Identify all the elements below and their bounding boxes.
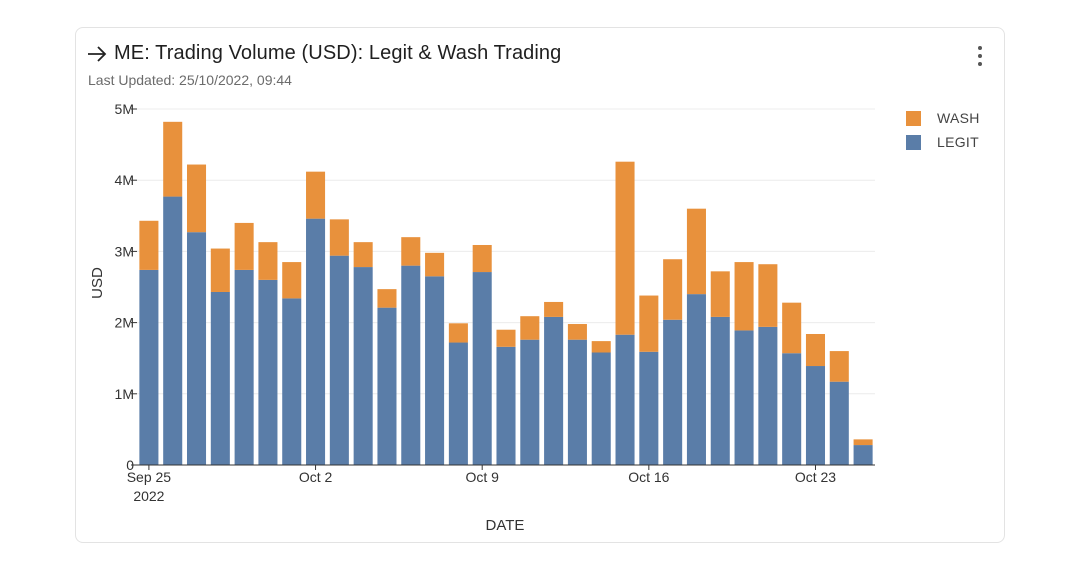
bar-legit[interactable] (425, 276, 445, 465)
bar-legit[interactable] (567, 339, 587, 465)
bar-legit[interactable] (234, 269, 254, 465)
legend-swatch-wash (906, 110, 921, 126)
bar-legit[interactable] (639, 351, 659, 465)
legend-label-legit: LEGIT (937, 134, 979, 150)
bar-legit[interactable] (544, 316, 564, 465)
bar-wash[interactable] (615, 161, 635, 335)
x-tick-label: Oct 9 (465, 469, 499, 485)
bar-wash[interactable] (520, 316, 540, 340)
y-axis-label: USD (89, 267, 106, 299)
bar-legit[interactable] (758, 326, 778, 465)
bar-legit[interactable] (496, 346, 516, 465)
bar-wash[interactable] (782, 302, 802, 354)
y-tick-label: 4M (115, 172, 134, 188)
bar-wash[interactable] (686, 208, 706, 295)
bar-wash[interactable] (734, 262, 754, 331)
bar-wash[interactable] (472, 244, 492, 273)
bar-wash[interactable] (258, 242, 278, 280)
y-tick-label: 3M (115, 243, 134, 259)
bar-wash[interactable] (496, 329, 516, 347)
x-tick-label: Oct 16 (628, 469, 669, 485)
bar-wash[interactable] (234, 222, 254, 270)
bar-legit[interactable] (139, 269, 159, 465)
x-tick-label: Oct 2 (299, 469, 333, 485)
y-tick-label: 5M (115, 101, 134, 117)
card-header: ME: Trading Volume (USD): Legit & Wash T… (86, 42, 561, 65)
bar-wash[interactable] (567, 324, 587, 340)
bar-wash[interactable] (425, 252, 445, 277)
bar-legit[interactable] (163, 196, 183, 466)
bar-legit[interactable] (591, 352, 611, 465)
bar-legit[interactable] (782, 353, 802, 465)
x-tick-label: Oct 23 (795, 469, 836, 485)
bar-wash[interactable] (805, 333, 826, 367)
bar-legit[interactable] (210, 291, 230, 465)
last-updated-text: Last Updated: 25/10/2022, 09:44 (88, 72, 292, 88)
bar-wash[interactable] (591, 341, 611, 353)
bar-wash[interactable] (853, 439, 873, 446)
bar-legit[interactable] (734, 330, 754, 465)
bar-legit[interactable] (615, 334, 635, 465)
bar-legit[interactable] (520, 339, 540, 465)
x-tick-sublabel: 2022 (133, 488, 164, 504)
bar-legit[interactable] (663, 319, 683, 465)
axes: 0 1M 2M 3M 4M 5M Sep 25 2022 Oct 2 Oct 9 Oct 16 Oct… (115, 101, 875, 504)
bar-wash[interactable] (306, 171, 326, 219)
bar-legit[interactable] (805, 366, 826, 465)
bar-legit[interactable] (472, 272, 492, 465)
bar-legit[interactable] (401, 265, 421, 465)
bar-wash[interactable] (544, 301, 564, 317)
bar-legit[interactable] (853, 445, 873, 465)
bar-legit[interactable] (829, 381, 849, 465)
bar-wash[interactable] (329, 219, 349, 256)
bar-wash[interactable] (710, 271, 730, 317)
bar-legit[interactable] (186, 232, 207, 465)
bar-wash[interactable] (829, 351, 849, 382)
x-axis-label: DATE (486, 517, 525, 534)
y-tick-label: 1M (115, 386, 134, 402)
bar-wash[interactable] (663, 259, 683, 320)
bars (139, 121, 873, 466)
bar-wash[interactable] (377, 289, 397, 308)
stacked-bar-chart: 0 1M 2M 3M 4M 5M Sep 25 2022 Oct 2 Oct 9 Oct 16 Oct… (89, 101, 875, 534)
y-tick-label: 2M (115, 315, 134, 331)
bar-legit[interactable] (686, 294, 706, 465)
bar-legit[interactable] (258, 279, 278, 465)
bar-wash[interactable] (186, 164, 207, 233)
bar-legit[interactable] (282, 298, 302, 465)
bar-wash[interactable] (401, 237, 421, 266)
chart-card: ME: Trading Volume (USD): Legit & Wash T… (75, 27, 1005, 543)
bar-wash[interactable] (758, 264, 778, 327)
legend: WASH LEGIT (906, 110, 980, 158)
legend-item-legit[interactable]: LEGIT (906, 134, 980, 150)
bar-wash[interactable] (210, 248, 230, 292)
x-tick-label: Sep 25 (127, 469, 172, 485)
bar-wash[interactable] (353, 242, 373, 268)
bar-wash[interactable] (282, 262, 302, 299)
bar-legit[interactable] (377, 307, 397, 465)
bar-legit[interactable] (710, 316, 730, 465)
legend-item-wash[interactable]: WASH (906, 110, 980, 126)
bar-wash[interactable] (639, 295, 659, 352)
bar-wash[interactable] (139, 220, 159, 270)
arrow-right-icon[interactable] (86, 43, 108, 65)
bar-legit[interactable] (448, 342, 468, 465)
bar-wash[interactable] (448, 323, 468, 343)
bar-legit[interactable] (329, 255, 349, 465)
card-title: ME: Trading Volume (USD): Legit & Wash T… (114, 42, 562, 64)
bar-wash[interactable] (163, 121, 183, 197)
y-tick-label: 0 (126, 457, 134, 473)
legend-label-wash: WASH (937, 110, 980, 126)
more-options-icon[interactable] (974, 44, 986, 68)
legend-swatch-legit (906, 134, 921, 150)
bar-legit[interactable] (306, 218, 326, 465)
bar-legit[interactable] (353, 267, 373, 465)
